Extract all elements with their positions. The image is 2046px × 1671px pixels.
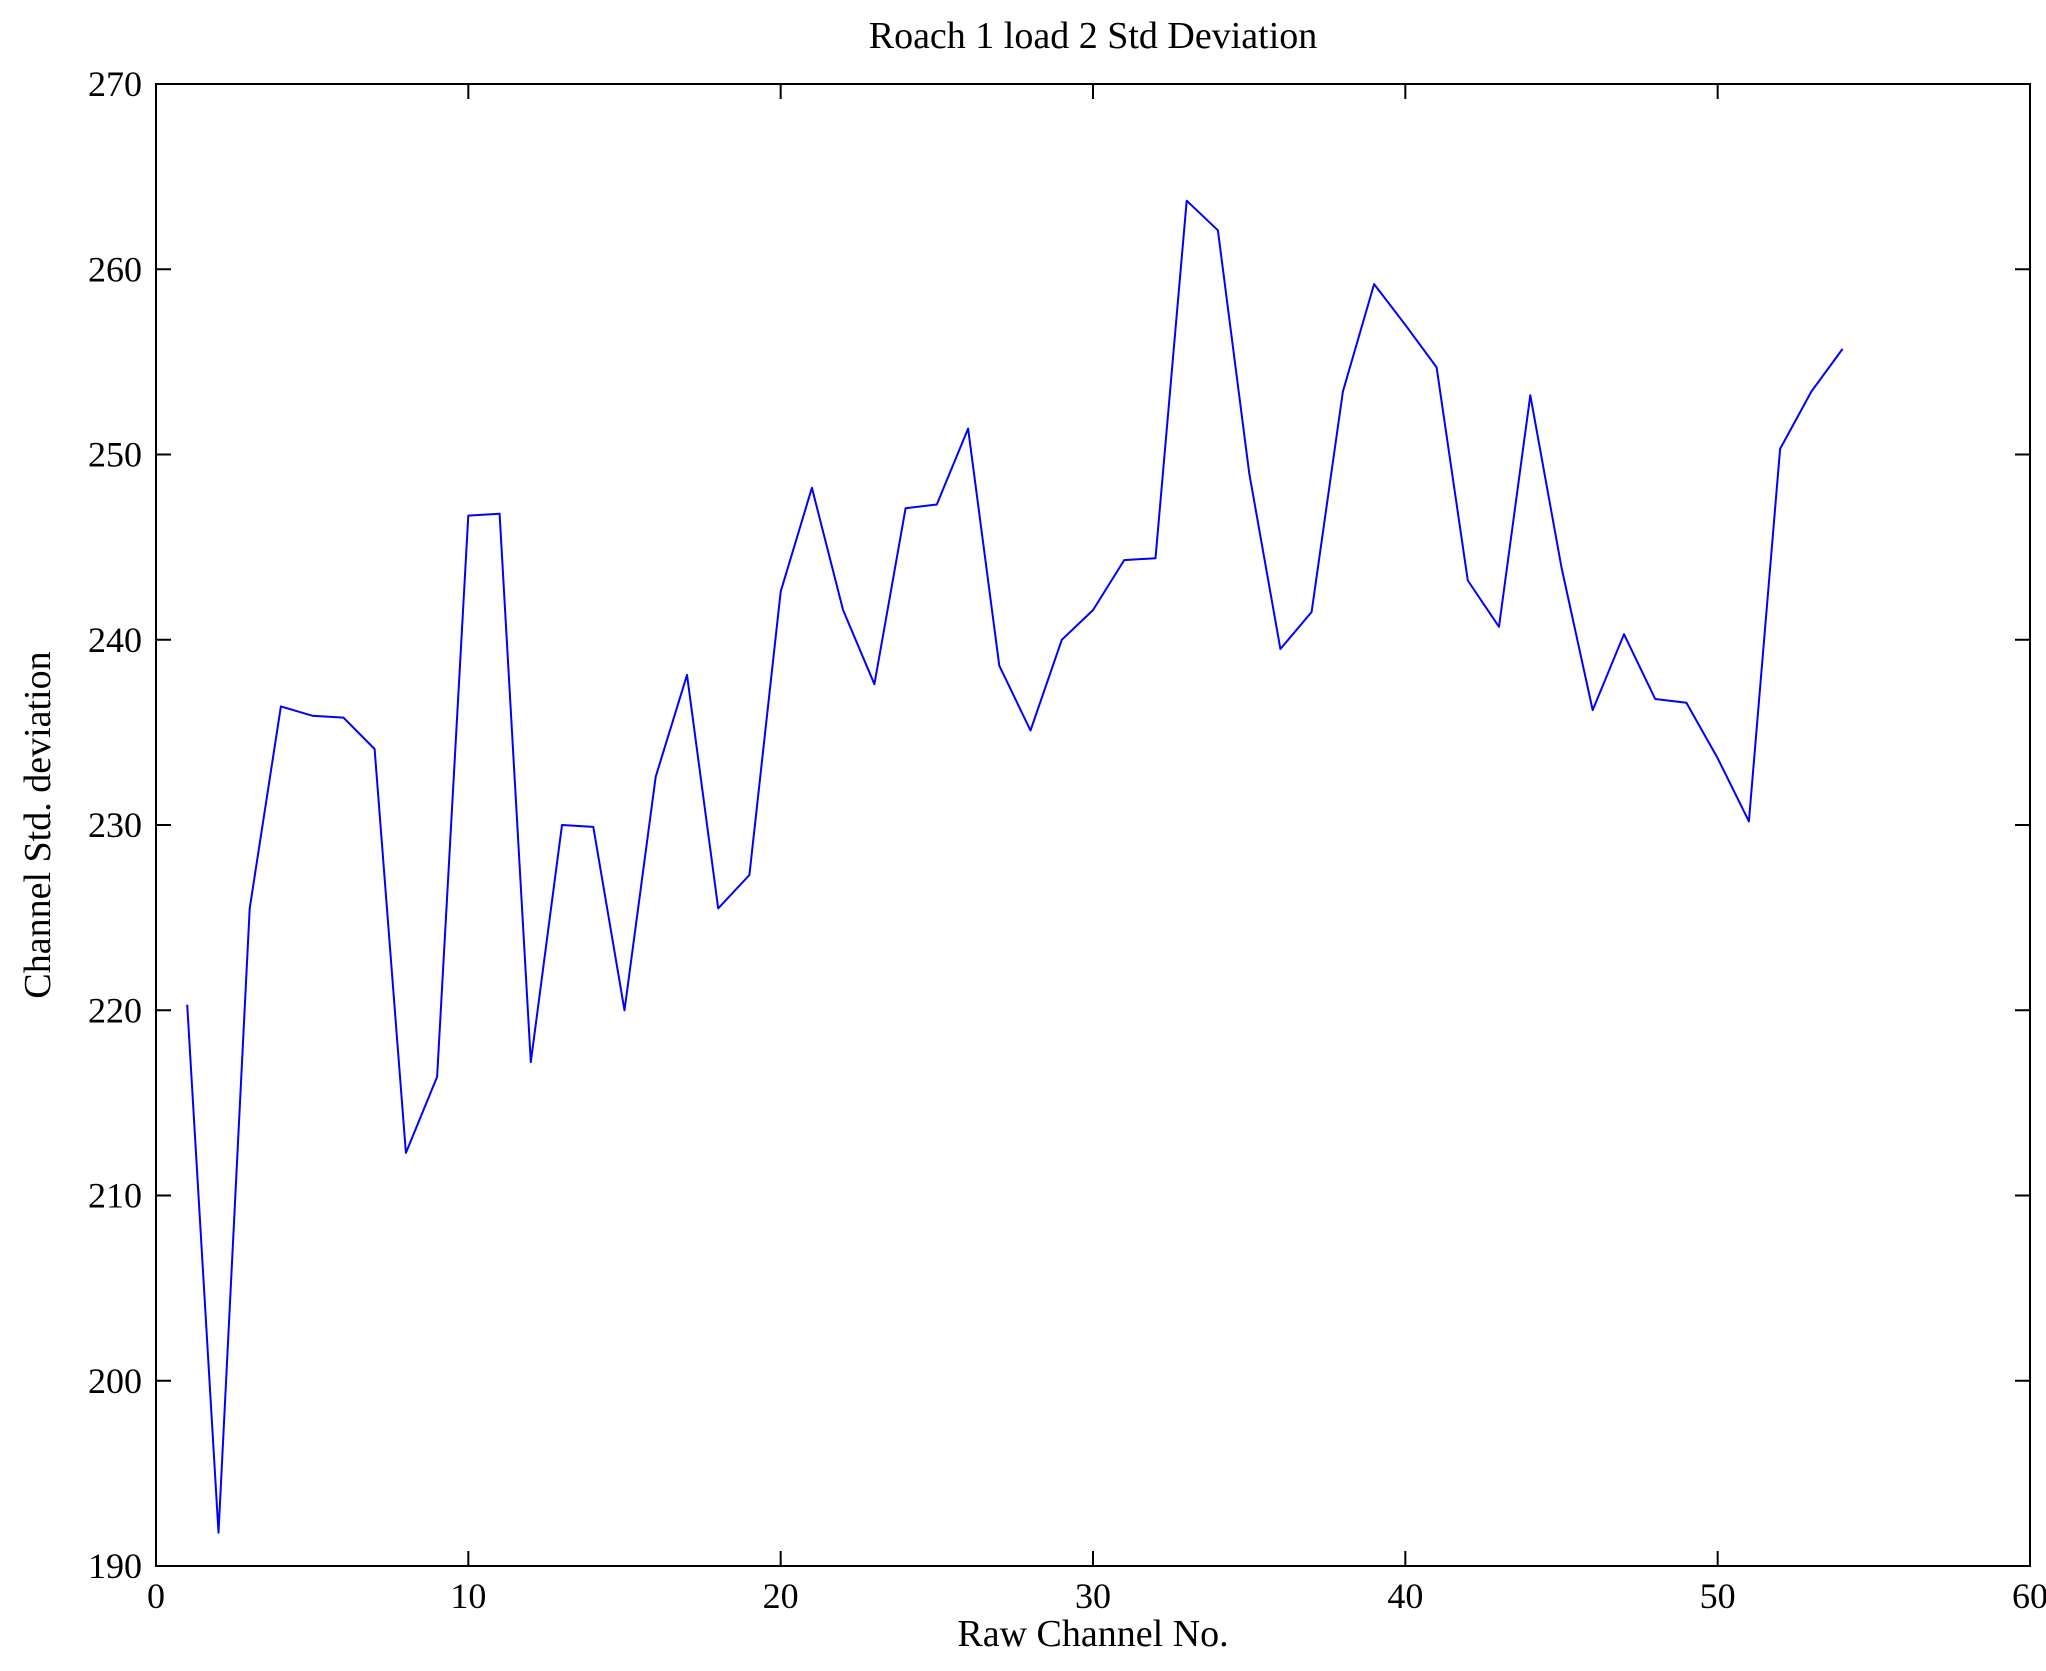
y-tick-label: 230 — [88, 805, 142, 845]
y-tick-label: 220 — [88, 990, 142, 1030]
x-tick-label: 40 — [1387, 1576, 1423, 1616]
y-tick-label: 270 — [88, 64, 142, 104]
chart-title: Roach 1 load 2 Std Deviation — [868, 15, 1318, 57]
y-tick-label: 260 — [88, 249, 142, 289]
y-axis-label: Channel Std. deviation — [17, 651, 59, 999]
x-tick-label: 0 — [147, 1576, 165, 1616]
x-tick-label: 10 — [450, 1576, 486, 1616]
y-tick-label: 240 — [88, 620, 142, 660]
x-tick-label: 20 — [763, 1576, 799, 1616]
y-tick-label: 210 — [88, 1176, 142, 1216]
axes-box — [155, 83, 2031, 1567]
x-tick-label: 30 — [1075, 1576, 1111, 1616]
data-line — [186, 199, 1844, 1534]
y-tick-label: 200 — [88, 1361, 142, 1401]
x-tick-label: 60 — [2012, 1576, 2046, 1616]
x-tick-label: 50 — [1700, 1576, 1736, 1616]
x-axis-label: Raw Channel No. — [957, 1613, 1229, 1655]
y-tick-label: 190 — [88, 1546, 142, 1586]
y-tick-label: 250 — [88, 435, 142, 475]
